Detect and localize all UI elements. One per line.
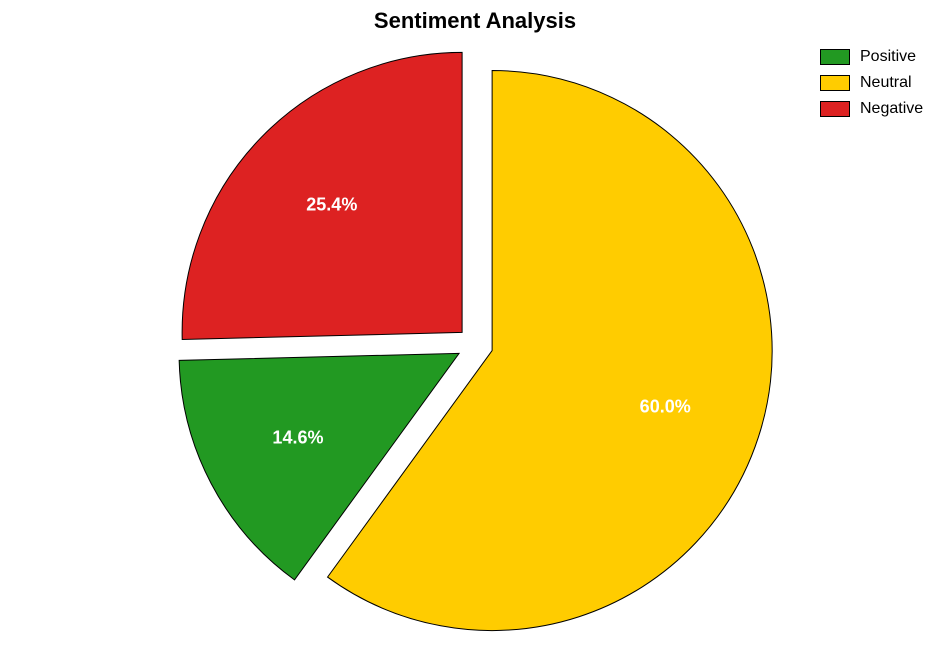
legend-label: Positive — [860, 48, 916, 66]
chart-container: Sentiment Analysis Positive Neutral Negati… — [0, 0, 950, 662]
legend-item-positive: Positive — [820, 48, 923, 66]
chart-title: Sentiment Analysis — [0, 8, 950, 34]
slice-label-positive: 14.6% — [272, 428, 323, 449]
legend-swatch-icon — [820, 101, 850, 117]
chart-legend: Positive Neutral Negative — [820, 48, 923, 126]
legend-item-negative: Negative — [820, 100, 923, 118]
legend-swatch-icon — [820, 75, 850, 91]
slice-label-negative: 25.4% — [306, 195, 357, 216]
pie-chart — [173, 43, 777, 647]
slice-label-neutral: 60.0% — [640, 396, 691, 417]
legend-swatch-icon — [820, 49, 850, 65]
legend-label: Negative — [860, 100, 923, 118]
legend-label: Neutral — [860, 74, 912, 92]
legend-item-neutral: Neutral — [820, 74, 923, 92]
